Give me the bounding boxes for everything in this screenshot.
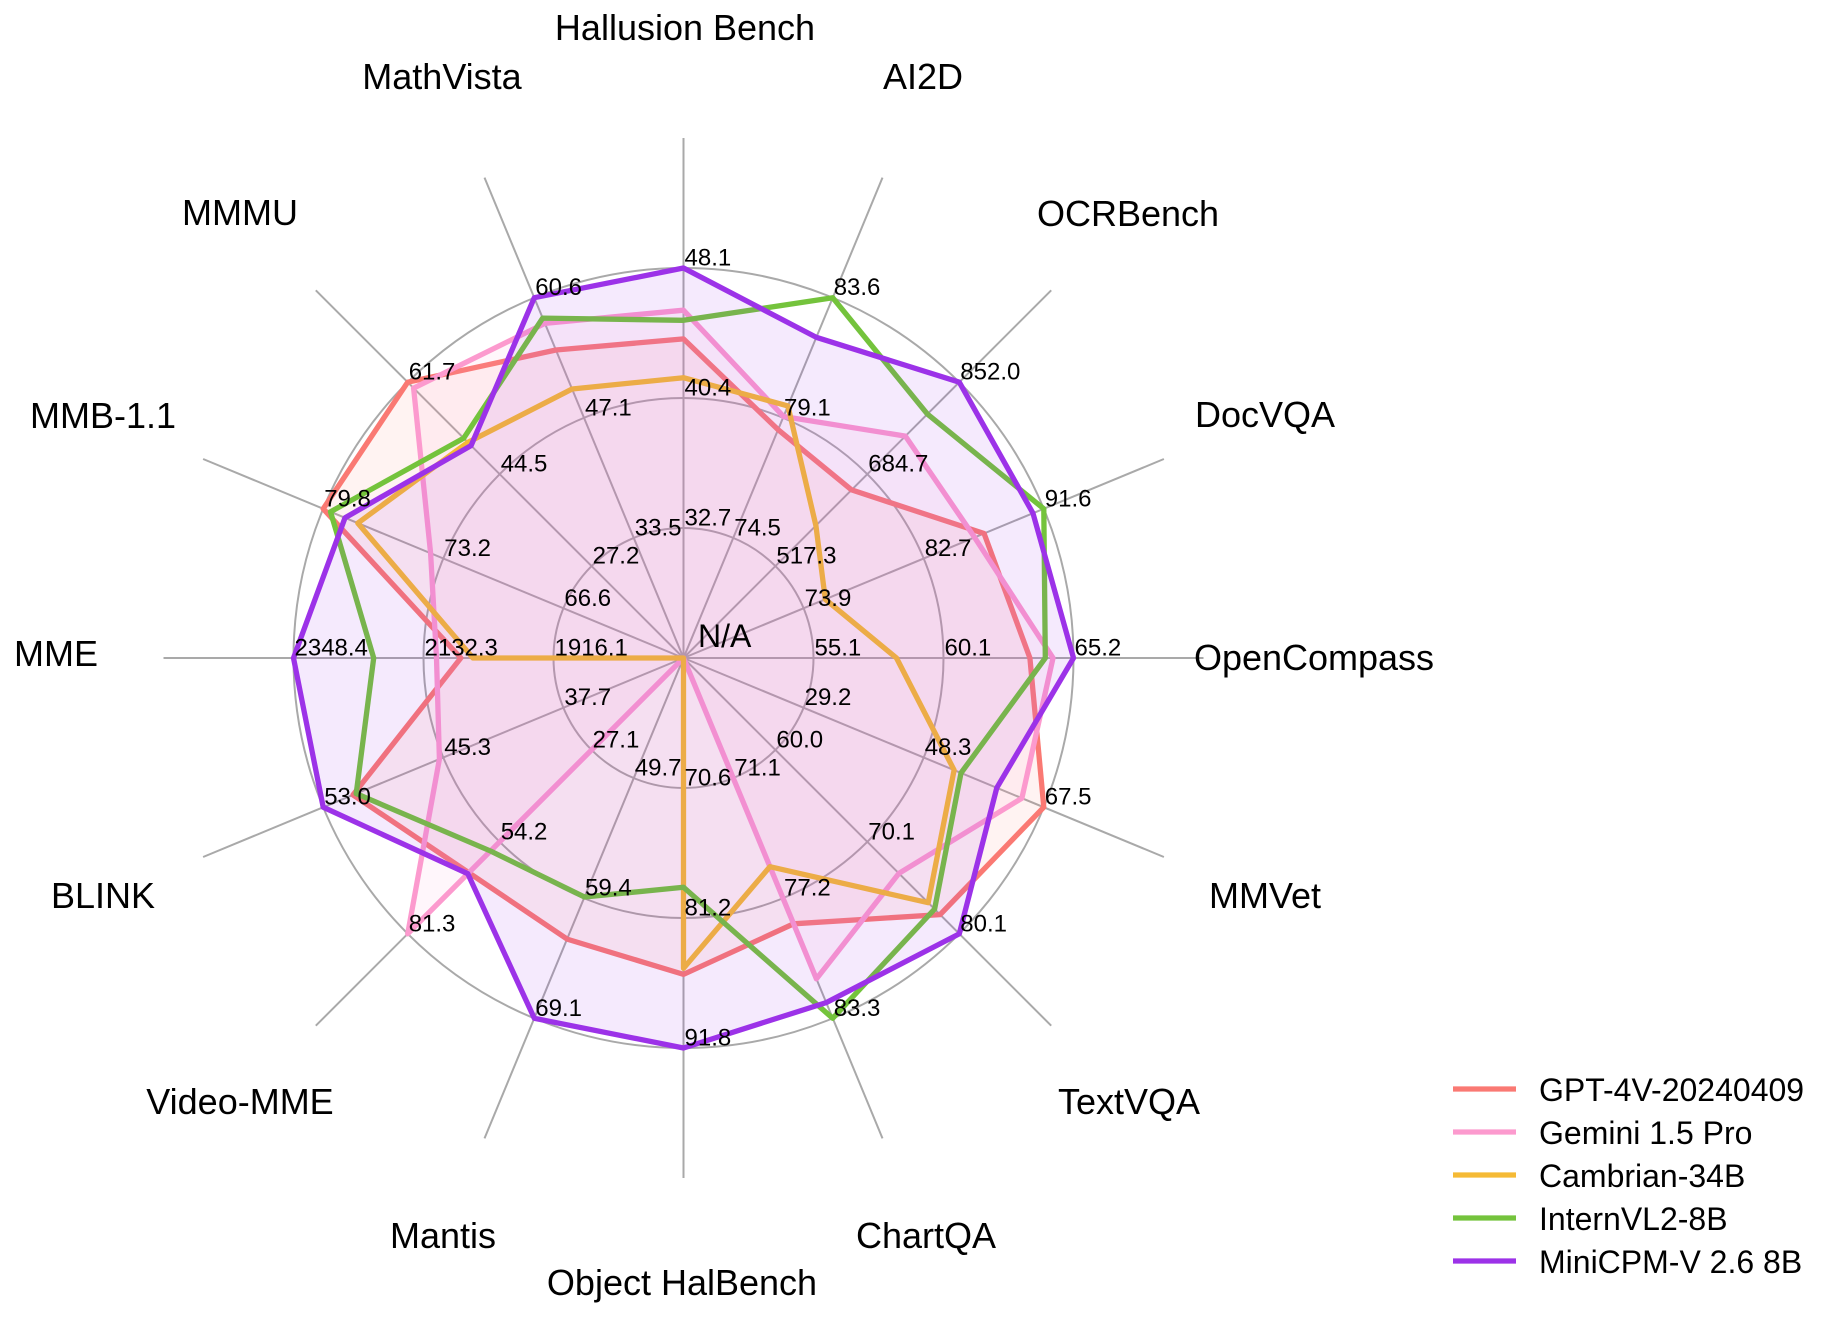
svg-text:MME: MME (14, 633, 98, 674)
svg-text:66.6: 66.6 (564, 585, 611, 612)
svg-text:55.1: 55.1 (815, 635, 862, 662)
svg-text:74.5: 74.5 (734, 514, 781, 541)
svg-text:71.1: 71.1 (734, 755, 781, 782)
svg-text:684.7: 684.7 (868, 451, 928, 478)
svg-text:80.1: 80.1 (960, 910, 1007, 937)
svg-text:47.1: 47.1 (585, 394, 632, 421)
svg-text:BLINK: BLINK (51, 875, 155, 916)
svg-text:27.2: 27.2 (593, 543, 640, 570)
svg-text:517.3: 517.3 (776, 543, 836, 570)
svg-text:Hallusion Bench: Hallusion Bench (555, 7, 815, 48)
svg-text:61.7: 61.7 (409, 359, 456, 386)
svg-text:Video-MME: Video-MME (146, 1081, 333, 1122)
svg-text:45.3: 45.3 (444, 734, 491, 761)
svg-text:59.4: 59.4 (585, 875, 632, 902)
svg-text:Cambrian-34B: Cambrian-34B (1539, 1158, 1745, 1194)
svg-text:MMMU: MMMU (182, 192, 298, 233)
svg-text:1916.1: 1916.1 (555, 635, 628, 662)
svg-text:48.1: 48.1 (685, 245, 732, 272)
svg-text:AI2D: AI2D (883, 56, 963, 97)
svg-text:44.5: 44.5 (501, 451, 548, 478)
svg-text:81.2: 81.2 (685, 895, 732, 922)
svg-text:81.3: 81.3 (409, 910, 456, 937)
svg-text:40.4: 40.4 (685, 375, 732, 402)
svg-text:60.6: 60.6 (535, 274, 582, 301)
svg-text:2348.4: 2348.4 (295, 635, 368, 662)
svg-text:67.5: 67.5 (1045, 784, 1092, 811)
svg-text:70.1: 70.1 (868, 818, 915, 845)
svg-text:53.0: 53.0 (324, 784, 371, 811)
svg-text:OpenCompass: OpenCompass (1194, 637, 1434, 678)
svg-text:73.9: 73.9 (805, 585, 852, 612)
svg-text:DocVQA: DocVQA (1195, 394, 1335, 435)
svg-text:37.7: 37.7 (564, 684, 611, 711)
svg-text:33.5: 33.5 (635, 514, 682, 541)
svg-text:79.1: 79.1 (784, 394, 831, 421)
svg-text:OCRBench: OCRBench (1037, 193, 1219, 234)
svg-text:TextVQA: TextVQA (1058, 1081, 1200, 1122)
svg-text:MathVista: MathVista (362, 56, 522, 97)
svg-text:82.7: 82.7 (925, 535, 972, 562)
svg-text:Object HalBench: Object HalBench (547, 1262, 817, 1303)
svg-text:73.2: 73.2 (444, 535, 491, 562)
svg-text:91.6: 91.6 (1045, 485, 1092, 512)
svg-text:MiniCPM-V 2.6 8B: MiniCPM-V 2.6 8B (1539, 1244, 1802, 1280)
svg-text:27.1: 27.1 (593, 726, 640, 753)
svg-text:83.3: 83.3 (834, 995, 881, 1022)
svg-text:29.2: 29.2 (805, 684, 852, 711)
svg-text:InternVL2-8B: InternVL2-8B (1539, 1201, 1728, 1237)
svg-text:70.6: 70.6 (685, 765, 732, 792)
svg-text:N/A: N/A (698, 618, 752, 654)
svg-text:Mantis: Mantis (390, 1215, 496, 1256)
svg-text:2132.3: 2132.3 (425, 635, 498, 662)
svg-text:77.2: 77.2 (784, 875, 831, 902)
svg-text:MMVet: MMVet (1209, 875, 1321, 916)
svg-text:48.3: 48.3 (925, 734, 972, 761)
svg-text:MMB-1.1: MMB-1.1 (30, 395, 176, 436)
svg-text:79.8: 79.8 (324, 485, 371, 512)
svg-text:65.2: 65.2 (1075, 635, 1122, 662)
svg-text:ChartQA: ChartQA (856, 1215, 996, 1256)
svg-text:852.0: 852.0 (960, 359, 1020, 386)
svg-text:Gemini 1.5 Pro: Gemini 1.5 Pro (1539, 1115, 1752, 1151)
svg-text:60.1: 60.1 (945, 635, 992, 662)
svg-text:69.1: 69.1 (535, 995, 582, 1022)
svg-text:32.7: 32.7 (685, 505, 732, 532)
svg-text:60.0: 60.0 (776, 726, 823, 753)
svg-text:83.6: 83.6 (834, 274, 881, 301)
svg-text:GPT-4V-20240409: GPT-4V-20240409 (1539, 1072, 1804, 1108)
svg-text:49.7: 49.7 (635, 755, 682, 782)
svg-text:54.2: 54.2 (501, 818, 548, 845)
svg-text:91.8: 91.8 (685, 1025, 732, 1052)
